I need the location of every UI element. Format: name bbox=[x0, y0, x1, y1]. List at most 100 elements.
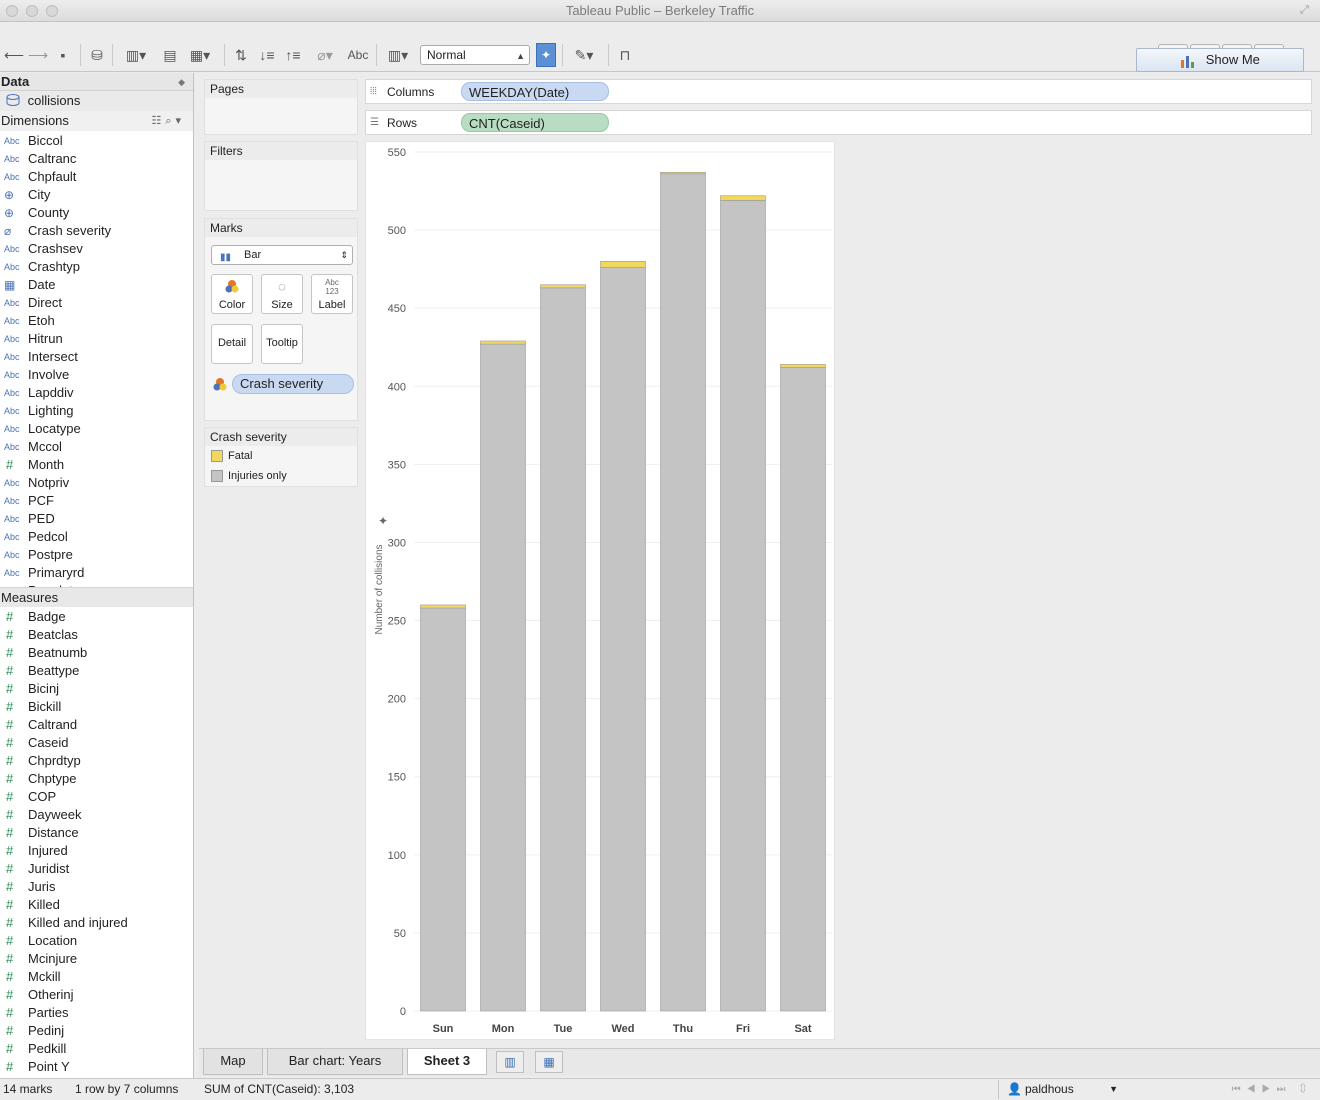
measure-field[interactable]: # Bicinj bbox=[0, 680, 193, 698]
fit-mode-select[interactable]: Normal ▲ bbox=[420, 45, 530, 65]
columns-shelf[interactable]: ⦙⦙⦙ Columns WEEKDAY(Date) bbox=[365, 79, 1312, 104]
dimension-field[interactable]: Abc Crashsev bbox=[0, 240, 193, 258]
new-dashboard-icon[interactable]: ▦ bbox=[535, 1051, 563, 1073]
duplicate-sheet-icon[interactable]: ▤ bbox=[163, 47, 177, 63]
bar-segment[interactable] bbox=[660, 173, 706, 1012]
filters-card[interactable]: Filters bbox=[204, 141, 358, 211]
group-members-icon[interactable]: ⌀▾ bbox=[317, 47, 333, 63]
bar-segment[interactable] bbox=[420, 607, 466, 1012]
dimension-field[interactable]: Abc Involve bbox=[0, 366, 193, 384]
dimension-field[interactable]: Abc Postpre bbox=[0, 546, 193, 564]
bar-segment[interactable] bbox=[720, 200, 766, 1012]
forward-arrow-icon[interactable]: ⟶ bbox=[28, 47, 49, 63]
legend-item-injuries[interactable]: Injuries only bbox=[205, 466, 357, 486]
data-source-item[interactable]: collisions bbox=[0, 91, 193, 111]
measure-field[interactable]: # Pedkill bbox=[0, 1040, 193, 1058]
zoom-window-button[interactable] bbox=[46, 5, 58, 17]
tab-sheet-3[interactable]: Sheet 3 bbox=[407, 1049, 487, 1075]
new-worksheet-icon[interactable]: ▥▾ bbox=[125, 47, 147, 63]
measure-field[interactable]: # Beatclas bbox=[0, 626, 193, 644]
tab-map[interactable]: Map bbox=[203, 1049, 263, 1075]
dimension-tools-icons[interactable]: ☷⌕▾ bbox=[151, 115, 185, 127]
dimension-field[interactable]: Abc Direct bbox=[0, 294, 193, 312]
dimension-field[interactable]: Abc Locatype bbox=[0, 420, 193, 438]
measure-field[interactable]: # Bickill bbox=[0, 698, 193, 716]
dimension-field[interactable]: Abc Notpriv bbox=[0, 474, 193, 492]
dimension-field[interactable]: ⌀ Crash severity bbox=[0, 222, 193, 240]
legend-item-fatal[interactable]: Fatal bbox=[205, 446, 357, 466]
dimension-field[interactable]: Abc Caltranc bbox=[0, 150, 193, 168]
color-button[interactable]: Color bbox=[211, 274, 253, 314]
clear-sheet-icon[interactable]: ▦▾ bbox=[189, 47, 211, 63]
measure-field[interactable]: # Injured bbox=[0, 842, 193, 860]
bar-segment[interactable] bbox=[480, 340, 526, 345]
measure-field[interactable]: # Location bbox=[0, 932, 193, 950]
bar-segment[interactable] bbox=[600, 261, 646, 268]
bar-segment[interactable] bbox=[540, 287, 586, 1012]
bar-segment[interactable] bbox=[420, 604, 466, 609]
label-button[interactable]: Abc 123 Label bbox=[311, 274, 353, 314]
show-mark-labels-button[interactable]: Abc bbox=[347, 48, 369, 62]
bar-segment[interactable] bbox=[780, 367, 826, 1012]
fix-axes-pin-button[interactable]: ✦ bbox=[536, 43, 556, 67]
chart-type-icon[interactable]: ▥▾ bbox=[387, 47, 409, 63]
sort-descending-icon[interactable]: ↑≡ bbox=[285, 47, 301, 63]
measure-field[interactable]: # Beattype bbox=[0, 662, 193, 680]
tab-bar-chart-years[interactable]: Bar chart: Years bbox=[267, 1049, 403, 1075]
dimension-field[interactable]: ▦ Procdate bbox=[0, 582, 193, 587]
highlight-pen-icon[interactable]: ✎▾ bbox=[574, 47, 594, 63]
measure-field[interactable]: # Beatnumb bbox=[0, 644, 193, 662]
user-menu[interactable]: 👤 paldhous ▼ bbox=[998, 1080, 1124, 1099]
measure-field[interactable]: # Juridist bbox=[0, 860, 193, 878]
pages-card[interactable]: Pages bbox=[204, 79, 358, 135]
measure-field[interactable]: # Caseid bbox=[0, 734, 193, 752]
measure-field[interactable]: # Distance bbox=[0, 824, 193, 842]
dimension-field[interactable]: Abc Hitrun bbox=[0, 330, 193, 348]
measure-field[interactable]: # Mcinjure bbox=[0, 950, 193, 968]
sheet-navigation-icons[interactable]: ⏮◀▶⏭ ⇕ bbox=[1231, 1084, 1312, 1095]
back-arrow-icon[interactable]: ⟵ bbox=[4, 47, 25, 63]
dimension-field[interactable]: Abc Crashtyp bbox=[0, 258, 193, 276]
minimize-window-button[interactable] bbox=[26, 5, 38, 17]
cnt-caseid-pill[interactable]: CNT(Caseid) bbox=[461, 113, 609, 132]
swap-icon[interactable]: ⇅ bbox=[235, 47, 247, 63]
crash-severity-color-pill[interactable]: Crash severity bbox=[232, 374, 354, 394]
bar-segment[interactable] bbox=[600, 267, 646, 1012]
measure-field[interactable]: # Parties bbox=[0, 1004, 193, 1022]
dimension-field[interactable]: ⊕ County bbox=[0, 204, 193, 222]
measure-field[interactable]: # COP bbox=[0, 788, 193, 806]
measure-field[interactable]: # Juris bbox=[0, 878, 193, 896]
new-worksheet-icon[interactable]: ▥ bbox=[496, 1051, 524, 1073]
dimension-field[interactable]: Abc Etoh bbox=[0, 312, 193, 330]
dimension-field[interactable]: # Month bbox=[0, 456, 193, 474]
mark-type-select[interactable]: ▮▮ Bar ⇕ bbox=[211, 245, 353, 265]
bar-segment[interactable] bbox=[780, 364, 826, 368]
measure-field[interactable]: # Chprdtyp bbox=[0, 752, 193, 770]
measure-field[interactable]: # Mckill bbox=[0, 968, 193, 986]
bar-segment[interactable] bbox=[660, 172, 706, 175]
measure-field[interactable]: # Caltrand bbox=[0, 716, 193, 734]
measure-field[interactable]: # Killed and injured bbox=[0, 914, 193, 932]
dimension-field[interactable]: Abc Lighting bbox=[0, 402, 193, 420]
measure-field[interactable]: # Otherinj bbox=[0, 986, 193, 1004]
show-me-button[interactable]: Show Me bbox=[1136, 48, 1304, 72]
dimension-field[interactable]: ▦ Date bbox=[0, 276, 193, 294]
tooltip-button[interactable]: Tooltip bbox=[261, 324, 303, 364]
size-button[interactable]: ◌ Size bbox=[261, 274, 303, 314]
dimension-field[interactable]: Abc PCF bbox=[0, 492, 193, 510]
measure-field[interactable]: # Killed bbox=[0, 896, 193, 914]
dimension-field[interactable]: Abc Primaryrd bbox=[0, 564, 193, 582]
dimension-field[interactable]: Abc Pedcol bbox=[0, 528, 193, 546]
weekday-date-pill[interactable]: WEEKDAY(Date) bbox=[461, 82, 609, 101]
fullscreen-icon[interactable]: ⤢ bbox=[1300, 4, 1309, 16]
dimension-field[interactable]: ⊕ City bbox=[0, 186, 193, 204]
measure-field[interactable]: # Pedinj bbox=[0, 1022, 193, 1040]
measure-field[interactable]: # Dayweek bbox=[0, 806, 193, 824]
detail-button[interactable]: Detail bbox=[211, 324, 253, 364]
dimension-field[interactable]: Abc Lapddiv bbox=[0, 384, 193, 402]
bar-segment[interactable] bbox=[480, 343, 526, 1012]
presentation-mode-icon[interactable]: ⊓ bbox=[619, 47, 631, 63]
dimension-field[interactable]: Abc Biccol bbox=[0, 132, 193, 150]
bar-segment[interactable] bbox=[540, 284, 586, 289]
rows-shelf[interactable]: ☰ Rows CNT(Caseid) bbox=[365, 110, 1312, 135]
